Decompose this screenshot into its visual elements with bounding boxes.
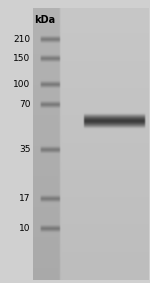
Text: 70: 70 (19, 100, 31, 110)
Text: 17: 17 (19, 194, 31, 203)
Text: 150: 150 (14, 54, 31, 63)
Text: 100: 100 (14, 80, 31, 89)
Text: 10: 10 (19, 224, 31, 233)
Text: 210: 210 (14, 35, 31, 44)
Text: 35: 35 (19, 145, 31, 154)
Text: kDa: kDa (34, 15, 55, 25)
